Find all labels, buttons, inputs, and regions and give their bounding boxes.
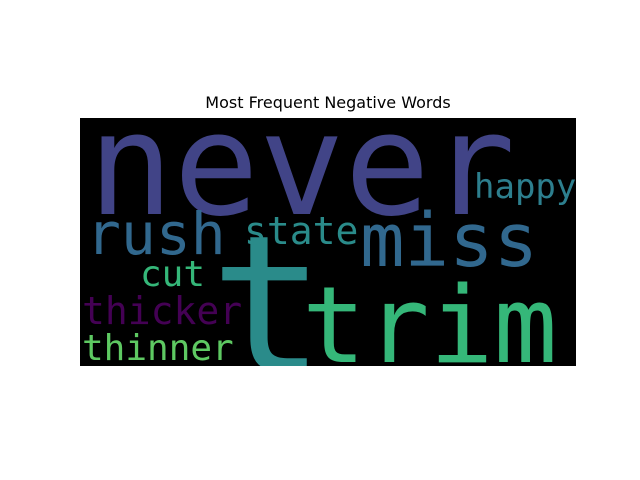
word-cut: cut bbox=[140, 254, 205, 295]
word-never: never bbox=[88, 118, 515, 248]
word-thicker: thicker bbox=[82, 289, 242, 333]
word-rush: rush bbox=[86, 200, 226, 268]
word-trim: trim bbox=[302, 264, 557, 366]
word-state: state bbox=[244, 209, 358, 253]
word-thinner: thinner bbox=[82, 328, 234, 366]
word-miss: miss bbox=[360, 198, 538, 284]
wordcloud-panel: never t trim miss rush happy state cut thicker th… bbox=[80, 118, 576, 366]
word-t: t bbox=[210, 195, 326, 366]
word-happy: happy bbox=[474, 167, 576, 207]
chart-title: Most Frequent Negative Words bbox=[205, 93, 451, 112]
